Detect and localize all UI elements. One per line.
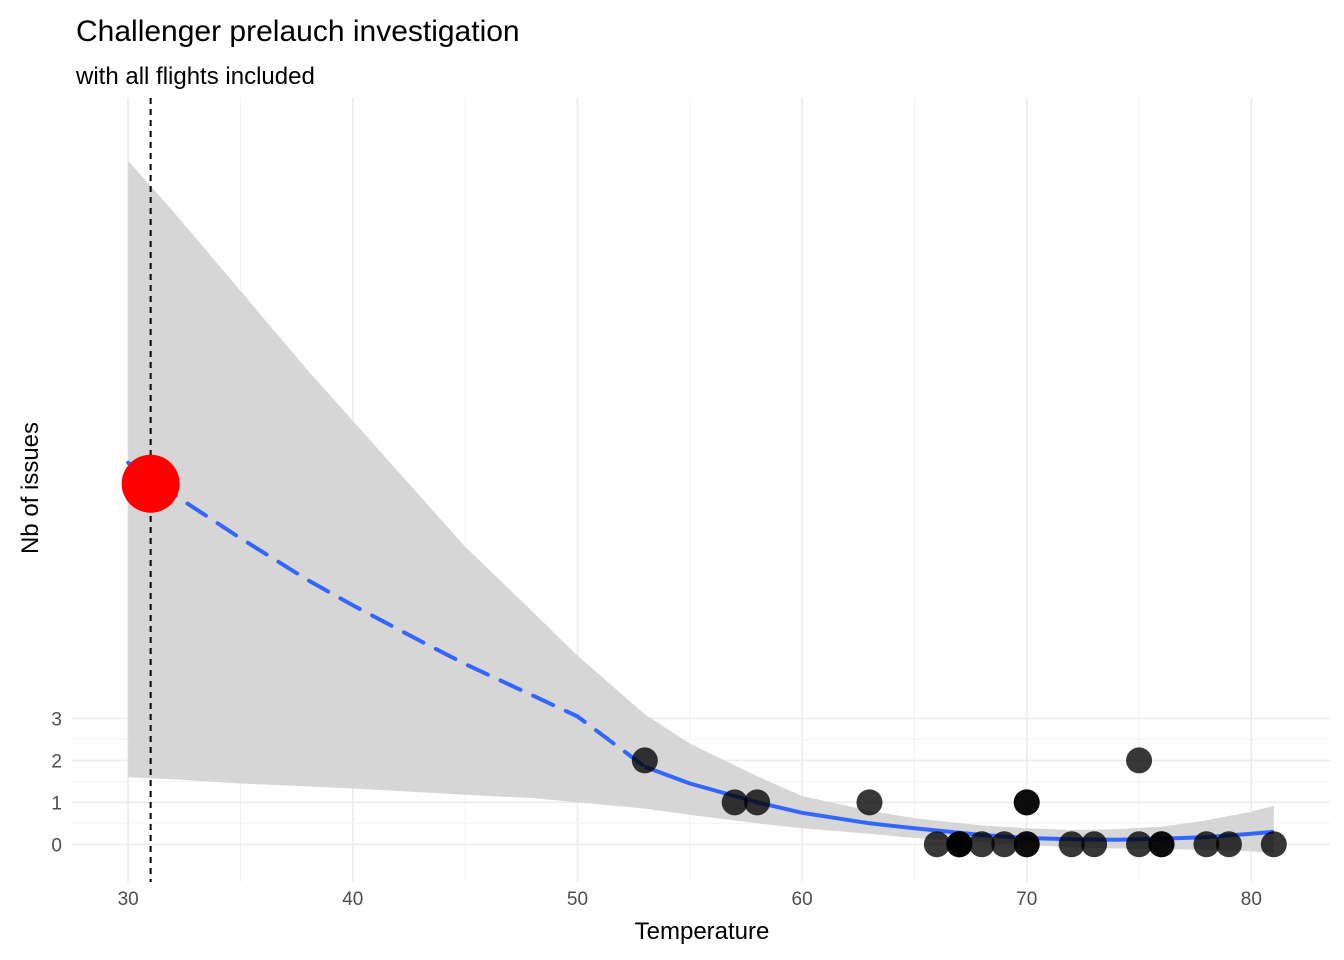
data-point — [744, 789, 771, 816]
data-point — [631, 747, 658, 774]
data-point — [1260, 831, 1287, 858]
x-tick-label: 50 — [567, 889, 588, 910]
y-axis-ticks: 0 1 2 3 — [51, 709, 62, 856]
x-tick-label: 80 — [1241, 889, 1262, 910]
data-point — [1058, 831, 1085, 858]
x-axis-ticks: 30 40 50 60 70 80 — [118, 889, 1262, 910]
x-tick-label: 40 — [342, 889, 363, 910]
data-point — [1126, 747, 1153, 774]
data-point — [1148, 831, 1175, 858]
data-point — [991, 831, 1018, 858]
y-tick-label: 3 — [51, 709, 62, 730]
data-point — [1215, 831, 1242, 858]
y-tick-label: 0 — [51, 835, 62, 856]
data-point — [1013, 789, 1040, 816]
chart-subtitle: with all flights included — [75, 63, 315, 90]
data-point — [968, 831, 995, 858]
x-tick-label: 70 — [1016, 889, 1037, 910]
data-points — [631, 747, 1287, 858]
y-axis-label: Nb of issues — [17, 422, 44, 554]
x-axis-label: Temperature — [635, 918, 770, 945]
x-tick-label: 60 — [792, 889, 813, 910]
y-tick-label: 1 — [51, 793, 62, 814]
confidence-band — [128, 160, 1274, 853]
fit-line-extrapolated — [126, 460, 647, 769]
data-point — [923, 831, 950, 858]
highlight-point-marker — [121, 454, 180, 513]
highlight-point — [121, 454, 180, 513]
x-tick-label: 30 — [118, 889, 139, 910]
data-point — [1081, 831, 1108, 858]
data-point — [1193, 831, 1220, 858]
data-point — [946, 831, 973, 858]
data-point — [1126, 831, 1153, 858]
data-point — [1013, 831, 1040, 858]
chart-title: Challenger prelauch investigation — [76, 15, 520, 48]
confidence-ribbon — [128, 160, 1274, 853]
data-point — [856, 789, 883, 816]
data-point — [721, 789, 748, 816]
y-tick-label: 2 — [51, 751, 62, 772]
